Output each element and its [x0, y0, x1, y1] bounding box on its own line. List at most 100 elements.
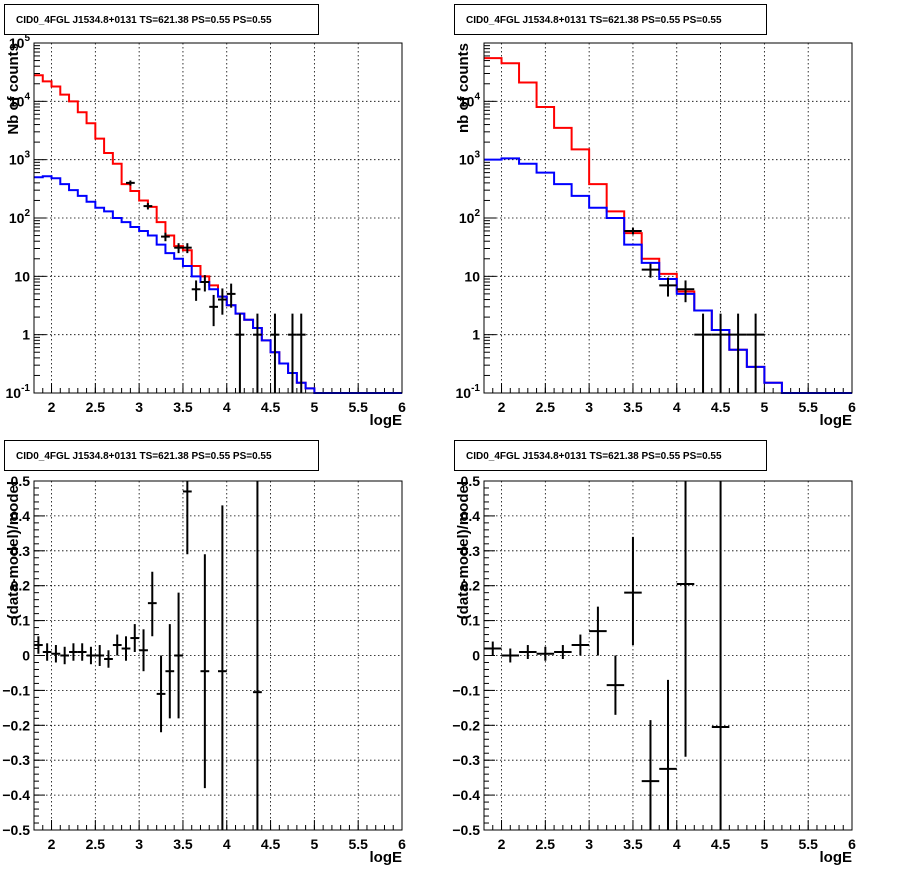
data-point	[143, 203, 153, 210]
x-tick-label: 5	[760, 836, 768, 852]
data-point	[296, 313, 306, 393]
data-point	[501, 648, 520, 663]
y-tick-label: 0.5	[11, 473, 31, 489]
y-axis-label: (data-model)/model	[5, 481, 22, 619]
data-point	[51, 645, 61, 663]
data-point	[42, 643, 52, 661]
data-point	[624, 536, 642, 646]
x-tick-label: 4.5	[711, 836, 731, 852]
title-box	[4, 4, 319, 35]
data-point	[69, 643, 78, 661]
data-point	[554, 645, 572, 659]
y-tick-label: −0.3	[452, 752, 480, 768]
chart-title: CID0_4FGL J1534.8+0131 TS=621.38 PS=0.55…	[466, 15, 722, 26]
data-point	[536, 646, 555, 661]
x-tick-label: 5.5	[798, 399, 818, 415]
data-point	[746, 313, 765, 393]
chart-panel-2: CID0_4FGL J1534.8+0131 TS=621.38 PS=0.55…	[454, 4, 856, 429]
data-point	[641, 720, 660, 830]
x-tick-label: 6	[848, 836, 856, 852]
x-tick-label: 4.5	[261, 836, 281, 852]
y-tick-label: 104	[459, 91, 481, 109]
x-tick-label: 5	[310, 399, 318, 415]
y-tick-label: 102	[9, 208, 31, 226]
data-point	[694, 313, 712, 393]
chart-title: CID0_4FGL J1534.8+0131 TS=621.38 PS=0.55…	[16, 15, 272, 26]
y-tick-label: 0	[472, 648, 480, 664]
data-point	[126, 180, 135, 186]
x-tick-label: 2	[48, 836, 56, 852]
x-tick-label: 4.5	[711, 399, 731, 415]
y-axis-label: Nb of counts	[5, 43, 22, 135]
y-tick-label: 104	[9, 91, 31, 109]
chart-title: CID0_4FGL J1534.8+0131 TS=621.38 PS=0.55…	[16, 451, 272, 462]
data-point	[641, 263, 660, 278]
x-tick-label: 5	[760, 399, 768, 415]
data-point	[624, 227, 642, 235]
x-tick-label: 3.5	[173, 836, 193, 852]
chart-panel-3: CID0_4FGL J1534.8+0131 TS=621.38 PS=0.55…	[2, 440, 406, 866]
data-point	[659, 277, 677, 297]
data-point	[218, 288, 227, 315]
data-point	[165, 624, 175, 719]
data-point	[209, 294, 218, 327]
data-point	[60, 646, 70, 665]
x-tick-label: 3	[585, 836, 593, 852]
data-point	[711, 481, 730, 830]
y-tick-label: 0.1	[461, 613, 481, 629]
data-point	[191, 280, 201, 301]
title-box	[454, 440, 767, 471]
x-tick-label: 2.5	[536, 399, 556, 415]
y-tick-label: −0.1	[452, 682, 480, 698]
x-tick-label: 2.5	[86, 399, 106, 415]
data-point	[606, 655, 625, 715]
data-point	[270, 313, 280, 393]
data-point	[659, 679, 677, 830]
x-tick-label: 4	[223, 836, 231, 852]
x-tick-label: 3.5	[623, 399, 643, 415]
title-box	[4, 440, 319, 471]
y-tick-label: 0.4	[11, 508, 31, 524]
data-point	[676, 280, 695, 303]
x-tick-label: 2.5	[86, 836, 106, 852]
y-tick-label: 102	[459, 208, 481, 226]
y-tick-label: −0.4	[452, 787, 480, 803]
x-tick-label: 3	[585, 399, 593, 415]
y-tick-label: 1	[472, 327, 480, 343]
y-tick-label: 105	[9, 33, 31, 51]
data-point	[112, 634, 122, 656]
chart-title: CID0_4FGL J1534.8+0131 TS=621.38 PS=0.55…	[466, 451, 722, 462]
y-tick-label: 103	[459, 150, 481, 168]
y-tick-label: 0.3	[11, 543, 31, 559]
data-point	[200, 554, 210, 789]
y-tick-label: 1	[22, 327, 30, 343]
y-tick-label: −0.5	[452, 822, 480, 838]
plot-frame	[483, 480, 853, 831]
x-tick-label: 4	[223, 399, 231, 415]
data-point	[104, 650, 113, 668]
data-point	[156, 655, 166, 733]
data-point	[34, 636, 43, 654]
y-tick-label: −0.1	[2, 682, 30, 698]
chart-panel-4: CID0_4FGL J1534.8+0131 TS=621.38 PS=0.55…	[452, 440, 856, 866]
data-point	[519, 645, 537, 659]
x-tick-label: 4	[673, 836, 681, 852]
x-tick-label: 2	[48, 399, 56, 415]
x-tick-label: 2	[498, 399, 506, 415]
y-tick-label: 0	[22, 648, 30, 664]
x-tick-label: 5.5	[348, 836, 368, 852]
y-tick-label: −0.2	[452, 717, 480, 733]
y-tick-label: 10	[14, 268, 30, 284]
x-axis-label: logE	[370, 849, 403, 866]
x-tick-label: 3	[135, 399, 143, 415]
x-tick-label: 6	[398, 836, 406, 852]
y-tick-label: −0.5	[2, 822, 30, 838]
data-point	[77, 643, 87, 661]
data-point	[121, 636, 131, 661]
x-tick-label: 4	[673, 399, 681, 415]
x-tick-label: 3.5	[173, 399, 193, 415]
data-point	[174, 243, 183, 254]
data-point	[729, 313, 747, 393]
x-tick-label: 5.5	[348, 399, 368, 415]
